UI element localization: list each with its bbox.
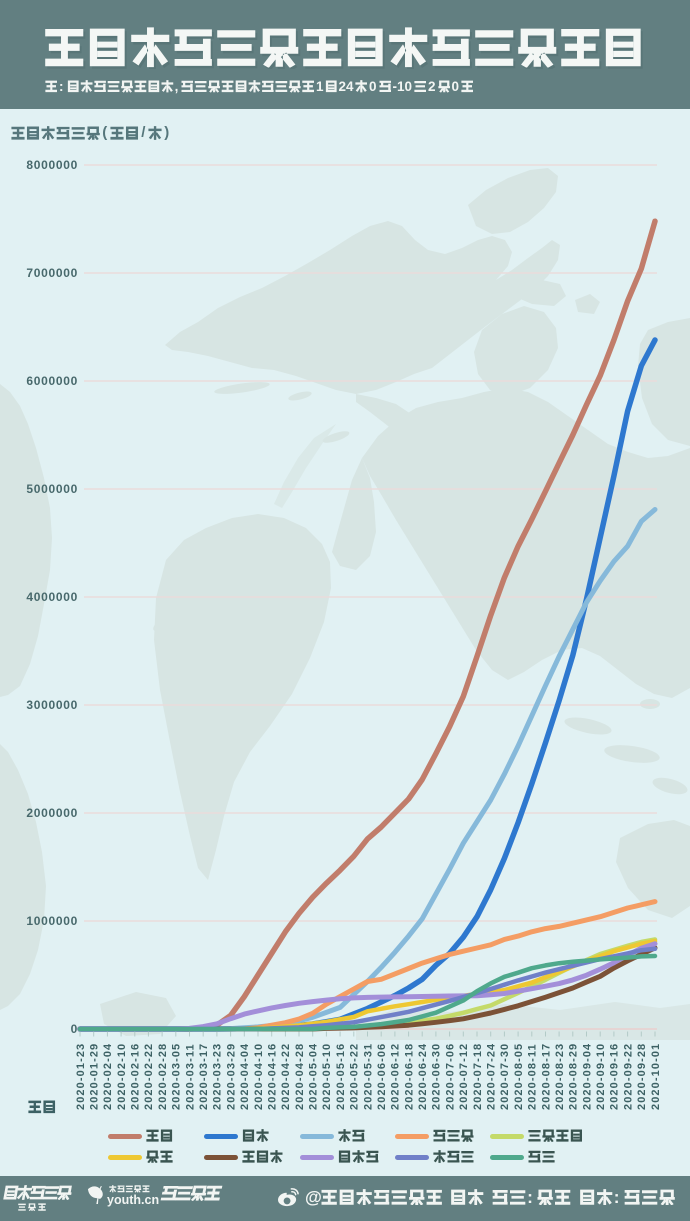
svg-text:2020-07-30: 2020-07-30 xyxy=(499,1043,511,1110)
svg-text:5000000: 5000000 xyxy=(26,482,78,496)
svg-text:2020-05-22: 2020-05-22 xyxy=(349,1043,361,1110)
svg-text:2020-06-30: 2020-06-30 xyxy=(431,1043,443,1110)
svg-text:2020-09-10: 2020-09-10 xyxy=(595,1043,607,1110)
svg-text:2020-06-06: 2020-06-06 xyxy=(376,1043,388,1110)
svg-text:4000000: 4000000 xyxy=(26,590,78,604)
svg-text:2020-09-16: 2020-09-16 xyxy=(609,1043,621,1110)
svg-text:2020-09-28: 2020-09-28 xyxy=(636,1043,648,1110)
svg-text:7000000: 7000000 xyxy=(26,266,78,280)
svg-text:2020-03-05: 2020-03-05 xyxy=(171,1043,183,1110)
svg-text:2020-05-04: 2020-05-04 xyxy=(308,1043,320,1110)
svg-text:2020-04-28: 2020-04-28 xyxy=(294,1043,306,1110)
svg-text:2020-06-24: 2020-06-24 xyxy=(417,1043,429,1110)
svg-text:2020-08-29: 2020-08-29 xyxy=(568,1043,580,1110)
svg-text:2020-04-04: 2020-04-04 xyxy=(239,1043,251,1110)
svg-text:8000000: 8000000 xyxy=(26,158,78,172)
svg-text:2020-09-22: 2020-09-22 xyxy=(622,1043,634,1110)
svg-text:2020-06-12: 2020-06-12 xyxy=(390,1043,402,1110)
svg-text:2020-04-10: 2020-04-10 xyxy=(253,1043,265,1110)
svg-text:2020-05-16: 2020-05-16 xyxy=(335,1043,347,1110)
svg-text:2020-01-29: 2020-01-29 xyxy=(89,1043,101,1110)
svg-text:2020-01-23: 2020-01-23 xyxy=(75,1043,87,1110)
svg-text:2020-06-18: 2020-06-18 xyxy=(403,1043,415,1110)
svg-text:6000000: 6000000 xyxy=(26,374,78,388)
svg-text:2020-03-17: 2020-03-17 xyxy=(198,1043,210,1110)
svg-text:2020-03-23: 2020-03-23 xyxy=(212,1043,224,1110)
svg-text:2020-07-24: 2020-07-24 xyxy=(486,1043,498,1110)
svg-text:2020-08-17: 2020-08-17 xyxy=(540,1043,552,1110)
svg-text:2020-02-22: 2020-02-22 xyxy=(143,1043,155,1110)
svg-text:2020-04-22: 2020-04-22 xyxy=(280,1043,292,1110)
svg-text:2000000: 2000000 xyxy=(26,806,78,820)
svg-text:2020-07-06: 2020-07-06 xyxy=(444,1043,456,1110)
svg-text:2020-08-05: 2020-08-05 xyxy=(513,1043,525,1110)
svg-text:1000000: 1000000 xyxy=(26,914,78,928)
svg-text:2020-02-10: 2020-02-10 xyxy=(116,1043,128,1110)
svg-text:2020-02-28: 2020-02-28 xyxy=(157,1043,169,1110)
svg-text:2020-10-01: 2020-10-01 xyxy=(650,1043,662,1110)
svg-text:2020-04-16: 2020-04-16 xyxy=(267,1043,279,1110)
svg-text:2020-02-16: 2020-02-16 xyxy=(130,1043,142,1110)
svg-text:2020-05-31: 2020-05-31 xyxy=(362,1043,374,1110)
svg-text:2020-03-29: 2020-03-29 xyxy=(225,1043,237,1110)
svg-text:2020-08-23: 2020-08-23 xyxy=(554,1043,566,1110)
svg-text:2020-07-18: 2020-07-18 xyxy=(472,1043,484,1110)
svg-text:2020-09-04: 2020-09-04 xyxy=(581,1043,593,1110)
svg-text:2020-03-11: 2020-03-11 xyxy=(184,1043,196,1110)
svg-text:3000000: 3000000 xyxy=(26,698,78,712)
svg-text:2020-08-11: 2020-08-11 xyxy=(527,1043,539,1110)
svg-text:2020-05-10: 2020-05-10 xyxy=(321,1043,333,1110)
svg-text:2020-07-12: 2020-07-12 xyxy=(458,1043,470,1110)
svg-text:0: 0 xyxy=(71,1022,78,1036)
svg-text:2020-02-04: 2020-02-04 xyxy=(102,1043,114,1110)
